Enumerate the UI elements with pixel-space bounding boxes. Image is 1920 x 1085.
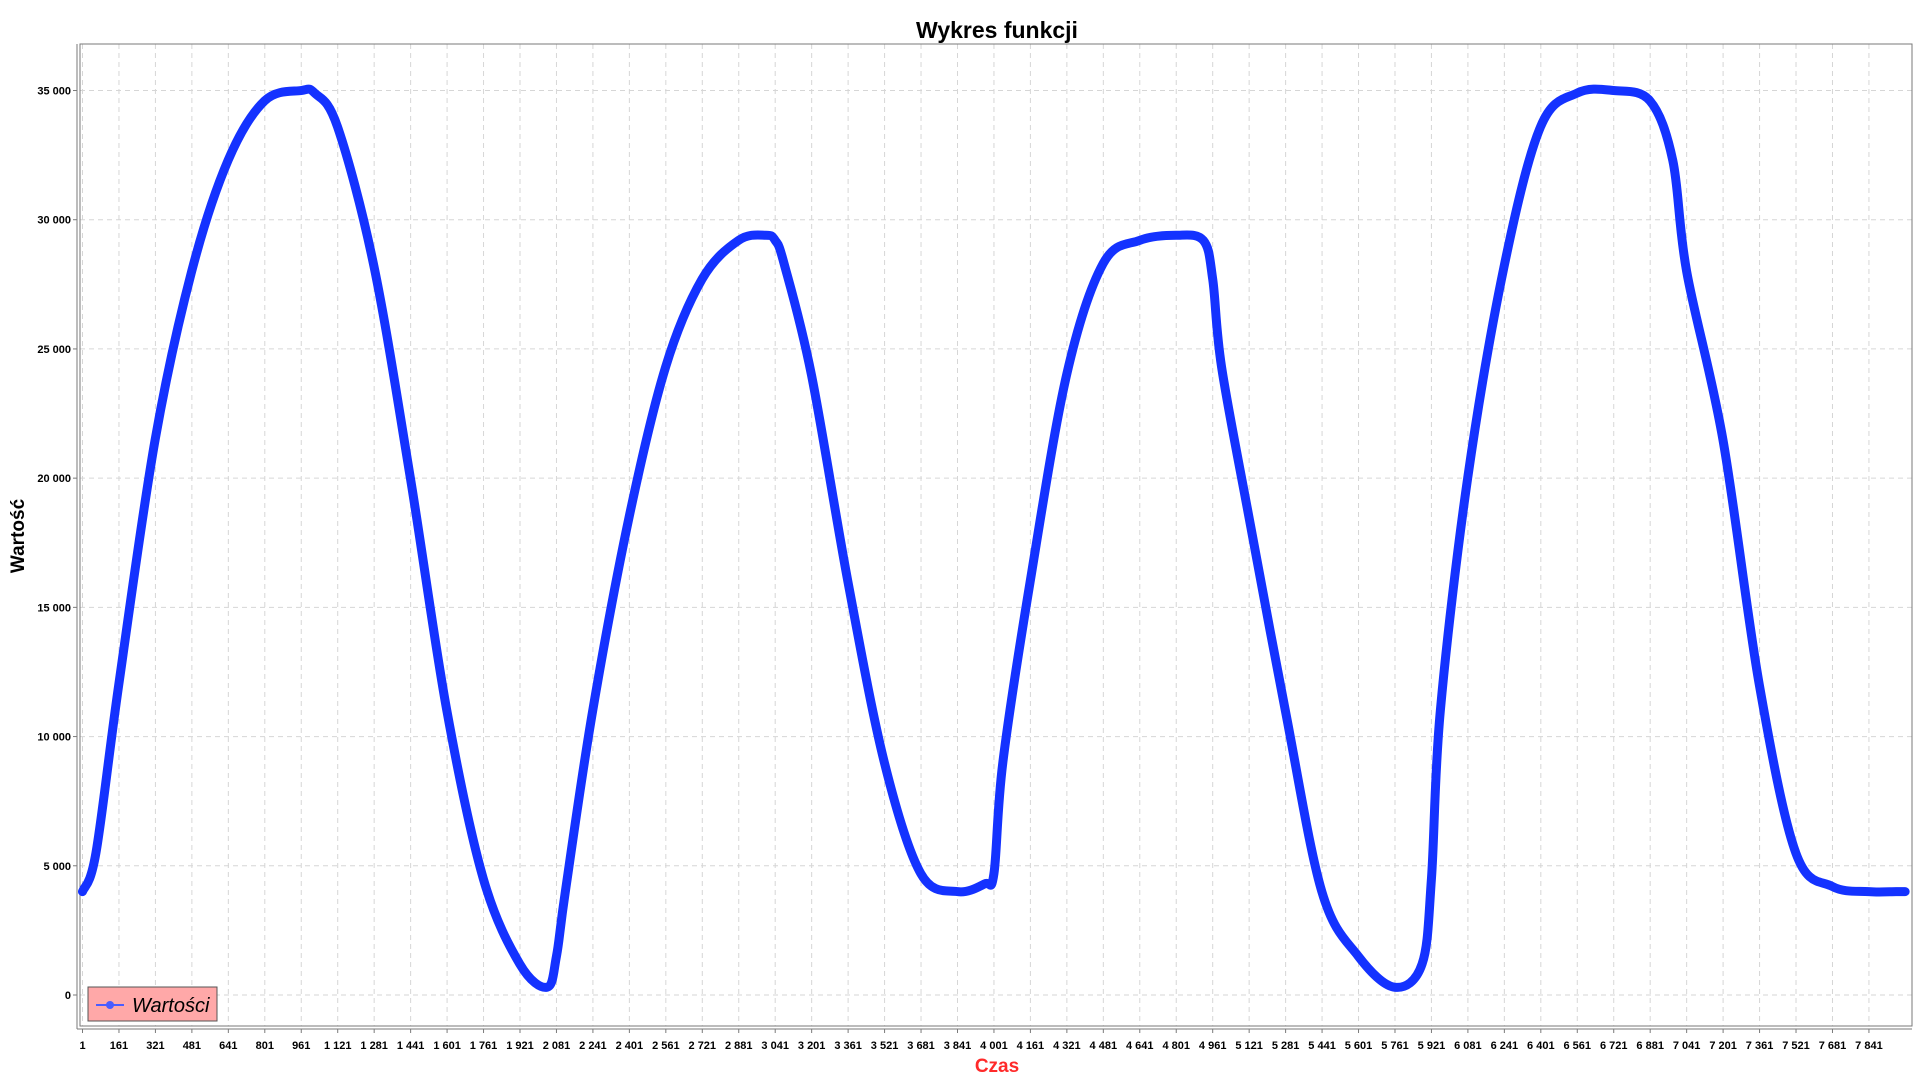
chart-title: Wykres funkcji xyxy=(916,17,1078,43)
x-tick-label: 3 361 xyxy=(834,1040,862,1052)
grid-layer xyxy=(80,44,1912,1026)
x-tick-label: 1 121 xyxy=(324,1040,352,1052)
series-layer xyxy=(78,84,1910,992)
y-tick-label: 5 000 xyxy=(43,861,71,873)
x-tick-label: 7 521 xyxy=(1782,1040,1810,1052)
x-tick-label: 4 961 xyxy=(1199,1040,1227,1052)
y-tick-label: 15 000 xyxy=(37,602,71,614)
x-tick-label: 3 201 xyxy=(798,1040,826,1052)
x-tick-label: 5 281 xyxy=(1272,1040,1300,1052)
x-tick-label: 1 761 xyxy=(470,1040,498,1052)
x-tick-label: 801 xyxy=(256,1040,274,1052)
x-tick-label: 2 241 xyxy=(579,1040,607,1052)
x-tick-label: 321 xyxy=(146,1040,164,1052)
y-tick-label: 0 xyxy=(65,990,71,1002)
legend-label: Wartości xyxy=(132,995,210,1017)
legend: Wartości xyxy=(87,986,218,1022)
x-tick-label: 2 721 xyxy=(689,1040,717,1052)
x-tick-label: 5 121 xyxy=(1235,1040,1263,1052)
x-tick-label: 3 521 xyxy=(871,1040,899,1052)
x-tick-label: 4 161 xyxy=(1017,1040,1045,1052)
x-tick-label: 4 321 xyxy=(1053,1040,1081,1052)
x-tick-label: 4 001 xyxy=(980,1040,1008,1052)
x-tick-label: 2 081 xyxy=(543,1040,571,1052)
series-line xyxy=(78,84,1910,992)
x-tick-label: 3 841 xyxy=(944,1040,972,1052)
x-tick-label: 1 601 xyxy=(433,1040,461,1052)
x-tick-label: 961 xyxy=(292,1040,310,1052)
x-tick-label: 6 081 xyxy=(1454,1040,1482,1052)
legend-marker-swatch xyxy=(106,1001,114,1009)
y-tick-label: 25 000 xyxy=(37,344,71,356)
x-tick-label: 5 921 xyxy=(1418,1040,1446,1052)
y-tick-label: 20 000 xyxy=(37,473,71,485)
x-tick-label: 1 281 xyxy=(360,1040,388,1052)
x-tick-label: 7 361 xyxy=(1746,1040,1774,1052)
x-tick-label: 4 641 xyxy=(1126,1040,1154,1052)
x-tick-label: 6 401 xyxy=(1527,1040,1555,1052)
x-tick-label: 6 721 xyxy=(1600,1040,1628,1052)
x-tick-label: 1 921 xyxy=(506,1040,534,1052)
x-tick-label: 3 041 xyxy=(761,1040,789,1052)
x-tick-label: 2 881 xyxy=(725,1040,753,1052)
axes-layer: 0 5 000 10 000 15 000 20 000 25 000 30 000 35 0… xyxy=(37,43,1913,1052)
plot-frame xyxy=(79,43,1913,1027)
x-tick-label: 5 441 xyxy=(1308,1040,1336,1052)
x-tick-label: 641 xyxy=(219,1040,237,1052)
x-tick-label: 1 xyxy=(79,1040,85,1052)
x-tick-label: 481 xyxy=(183,1040,201,1052)
y-tick-label: 10 000 xyxy=(37,732,71,744)
x-tick-label: 4 801 xyxy=(1162,1040,1190,1052)
y-tick-label: 35 000 xyxy=(37,86,71,98)
x-tick-label: 1 441 xyxy=(397,1040,425,1052)
x-tick-label: 6 241 xyxy=(1491,1040,1519,1052)
x-tick-label: 7 041 xyxy=(1673,1040,1701,1052)
x-tick-label: 6 881 xyxy=(1636,1040,1664,1052)
x-tick-label: 7 681 xyxy=(1819,1040,1847,1052)
x-tick-label: 7 841 xyxy=(1855,1040,1883,1052)
x-tick-label: 2 561 xyxy=(652,1040,680,1052)
x-tick-label: 7 201 xyxy=(1709,1040,1737,1052)
x-tick-label: 2 401 xyxy=(616,1040,644,1052)
x-tick-label: 161 xyxy=(110,1040,128,1052)
x-tick-label: 5 761 xyxy=(1381,1040,1409,1052)
x-axis-label: Czas xyxy=(975,1056,1019,1077)
x-tick-label: 3 681 xyxy=(907,1040,935,1052)
y-tick-label: 30 000 xyxy=(37,215,71,227)
y-axis-label: Wartość xyxy=(8,498,29,573)
x-tick-label: 5 601 xyxy=(1345,1040,1373,1052)
x-tick-label: 4 481 xyxy=(1090,1040,1118,1052)
x-tick-label: 6 561 xyxy=(1564,1040,1592,1052)
